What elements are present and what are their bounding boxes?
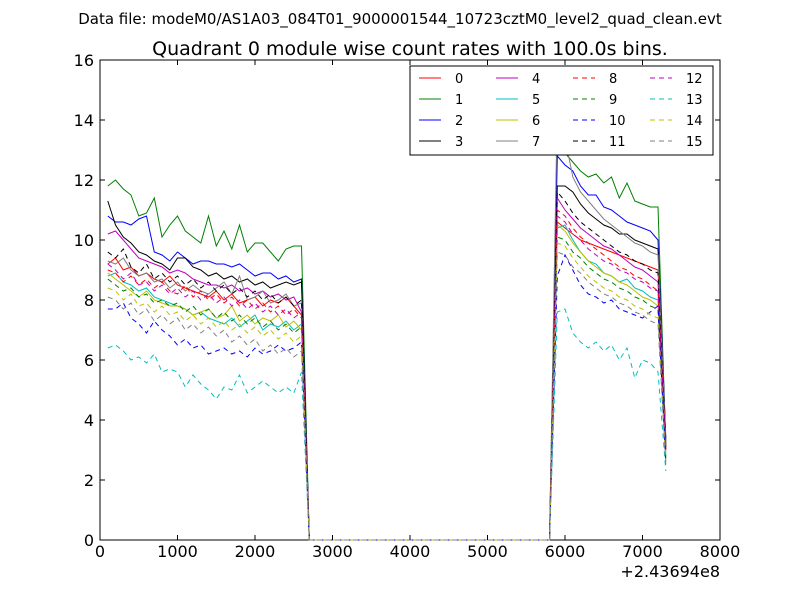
- series-line-15: [107, 251, 667, 541]
- legend-label-1: 1: [455, 93, 463, 108]
- legend-label-6: 6: [532, 114, 540, 129]
- legend-label-15: 15: [686, 135, 703, 150]
- series-line-11: [107, 190, 667, 541]
- y-tick-label: 10: [74, 231, 94, 250]
- series-line-13: [107, 308, 667, 541]
- legend-box: [409, 65, 714, 156]
- legend-label-13: 13: [686, 93, 703, 108]
- x-tick-label: 3000: [312, 542, 353, 561]
- legend-label-4: 4: [532, 72, 540, 87]
- x-tick-label: 5000: [467, 542, 508, 561]
- x-tick-label: 6000: [545, 542, 586, 561]
- y-tick-label: 2: [84, 471, 94, 490]
- figure-suptitle: Data file: modeM0/AS1A03_084T01_90000015…: [78, 10, 722, 29]
- x-tick-label: 8000: [700, 542, 741, 561]
- y-tick-label: 0: [84, 531, 94, 550]
- x-tick-label: 2000: [235, 542, 276, 561]
- x-tick-label: 1000: [157, 542, 198, 561]
- x-tick-label: 0: [95, 542, 105, 561]
- legend-label-10: 10: [609, 114, 626, 129]
- legend-label-2: 2: [455, 114, 463, 129]
- legend-label-0: 0: [455, 72, 463, 87]
- x-tick-label: 7000: [622, 542, 663, 561]
- y-tick-label: 4: [84, 411, 94, 430]
- legend-label-9: 9: [609, 93, 617, 108]
- y-tick-label: 14: [74, 111, 94, 130]
- plot-area: 0 1000 2000 3000 4000 5000 6000 7000 80000246810…: [74, 51, 741, 581]
- y-tick-label: 16: [74, 51, 94, 70]
- series-line-14: [107, 242, 667, 541]
- x-tick-label: 4000: [390, 542, 431, 561]
- chart-title: Quadrant 0 module wise count rates with …: [152, 38, 668, 60]
- legend-label-3: 3: [455, 135, 463, 150]
- y-tick-label: 8: [84, 291, 94, 310]
- y-tick-label: 6: [84, 351, 94, 370]
- legend-label-8: 8: [609, 72, 617, 87]
- legend-label-5: 5: [532, 93, 540, 108]
- x-offset-label: +2.43694e8: [620, 562, 720, 581]
- legend-label-11: 11: [609, 135, 626, 150]
- legend-label-14: 14: [686, 114, 703, 129]
- legend-label-7: 7: [532, 135, 540, 150]
- legend-label-12: 12: [686, 72, 703, 87]
- y-tick-label: 12: [74, 171, 94, 190]
